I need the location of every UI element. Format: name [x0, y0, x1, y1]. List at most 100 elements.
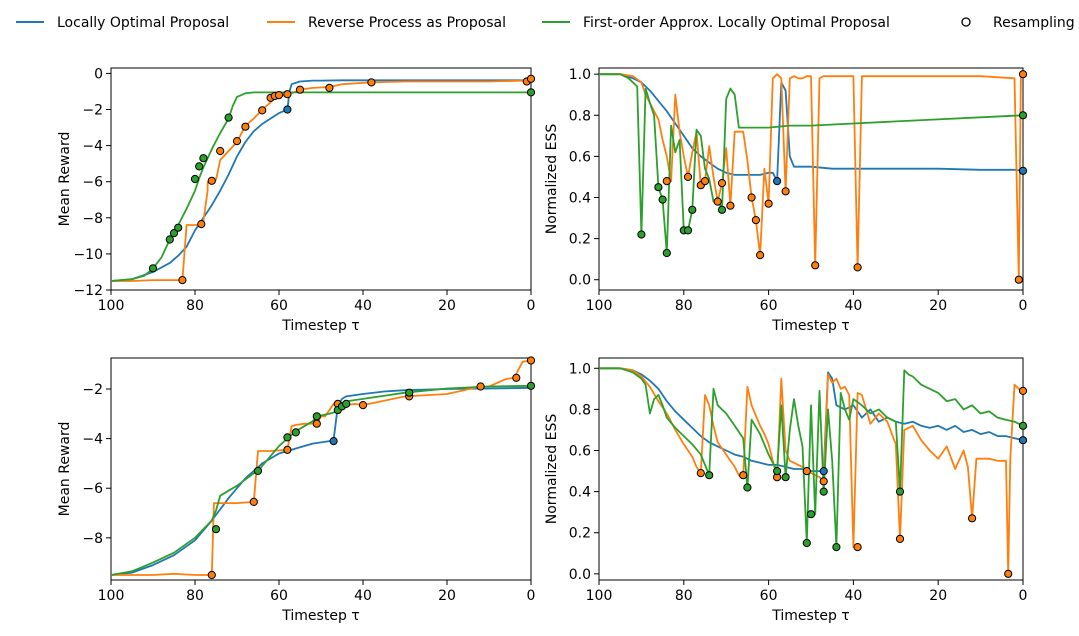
x-tick-label: 60	[760, 588, 778, 604]
resampling-point-reverse-process-as-proposal	[178, 276, 187, 285]
resampling-point-first-order-approx-locally-optimal-proposal	[1018, 421, 1028, 430]
y-tick-label: −12	[73, 283, 103, 299]
y-axis-label: Normalized ESS	[544, 414, 560, 525]
plot-frame	[110, 357, 532, 581]
series-line-locally-optimal-proposal	[599, 73, 1023, 183]
series-lines	[599, 367, 1023, 575]
x-tick-label: 80	[186, 298, 204, 314]
resampling-point-first-order-approx-locally-optimal-proposal	[832, 543, 841, 552]
resampling-markers	[696, 386, 1028, 578]
legend-item-reverse-process: Reverse Process as Proposal	[267, 15, 506, 31]
y-tick-label: 0.4	[569, 191, 591, 207]
resampling-point-first-order-approx-locally-optimal-proposal	[773, 467, 782, 476]
resampling-point-reverse-process-as-proposal	[853, 543, 862, 552]
y-tick-label: 0.2	[569, 232, 591, 248]
resampling-point-reverse-process-as-proposal	[781, 187, 790, 196]
x-tick-label: 100	[98, 588, 125, 604]
y-tick-label: −4	[82, 432, 103, 448]
x-tick-label: 0	[527, 588, 536, 604]
resampling-point-reverse-process-as-proposal	[207, 176, 216, 185]
resampling-point-reverse-process-as-proposal	[512, 373, 521, 382]
resampling-point-first-order-approx-locally-optimal-proposal	[342, 399, 351, 408]
resampling-point-first-order-approx-locally-optimal-proposal	[1018, 111, 1028, 120]
x-tick-label: 60	[270, 298, 288, 314]
y-tick-label: 0.8	[569, 402, 591, 418]
series-line-locally-optimal-proposal	[111, 386, 531, 576]
resampling-point-reverse-process-as-proposal	[739, 471, 748, 480]
y-tick-label: 0	[94, 66, 103, 82]
y-tick-label: −2	[82, 103, 103, 119]
y-axis-label: Mean Reward	[57, 132, 73, 227]
x-tick-label: 100	[586, 588, 613, 604]
panel-2: 100 80 60 40 20 0 0.0 0.2 0.4 0.6 0.8 1.0 Timestep τ…	[544, 67, 1027, 334]
resampling-point-reverse-process-as-proposal	[1004, 569, 1013, 578]
resampling-point-first-order-approx-locally-optimal-proposal	[291, 428, 300, 437]
x-tick-label: 80	[675, 588, 693, 604]
resampling-point-reverse-process-as-proposal	[662, 177, 671, 186]
resampling-point-first-order-approx-locally-optimal-proposal	[148, 264, 158, 273]
resampling-point-first-order-approx-locally-optimal-proposal	[405, 388, 414, 397]
x-tick-label: 0	[1019, 298, 1028, 314]
x-axis-label: Timestep τ	[771, 608, 849, 624]
y-tick-label: −6	[82, 481, 103, 497]
resampling-point-reverse-process-as-proposal	[819, 477, 828, 486]
plot-frame	[110, 67, 532, 291]
resampling-point-first-order-approx-locally-optimal-proposal	[253, 466, 263, 475]
resampling-point-reverse-process-as-proposal	[764, 199, 773, 208]
resampling-point-reverse-process-as-proposal	[216, 146, 225, 156]
series-lines	[111, 359, 531, 576]
resampling-point-first-order-approx-locally-optimal-proposal	[658, 195, 667, 204]
resampling-point-first-order-approx-locally-optimal-proposal	[526, 381, 536, 390]
y-tick-label: 0.6	[569, 444, 591, 460]
resampling-point-reverse-process-as-proposal	[197, 220, 206, 229]
resampling-point-first-order-approx-locally-optimal-proposal	[662, 248, 671, 258]
resampling-point-reverse-process-as-proposal	[747, 193, 756, 202]
legend-label-locally-optimal: Locally Optimal Proposal	[57, 15, 229, 31]
x-tick-label: 20	[929, 298, 947, 314]
resampling-markers	[207, 356, 536, 580]
resampling-point-reverse-process-as-proposal	[700, 177, 710, 186]
resampling-point-reverse-process-as-proposal	[526, 74, 536, 83]
resampling-point-first-order-approx-locally-optimal-proposal	[819, 487, 828, 496]
x-axis-label: Timestep τ	[281, 608, 359, 624]
resampling-point-first-order-approx-locally-optimal-proposal	[717, 205, 727, 214]
resampling-point-first-order-approx-locally-optimal-proposal	[743, 483, 752, 492]
resampling-point-first-order-approx-locally-optimal-proposal	[526, 88, 536, 97]
resampling-point-reverse-process-as-proposal	[717, 179, 727, 188]
resampling-point-reverse-process-as-proposal	[241, 122, 250, 131]
resampling-point-reverse-process-as-proposal	[232, 137, 242, 146]
resampling-point-reverse-process-as-proposal	[207, 570, 216, 580]
resampling-point-reverse-process-as-proposal	[274, 91, 284, 100]
x-tick-label: 40	[844, 298, 862, 314]
y-tick-label: −4	[82, 139, 103, 155]
resampling-point-locally-optimal-proposal	[1018, 436, 1028, 445]
resampling-point-reverse-process-as-proposal	[1014, 275, 1023, 284]
plot-frame	[598, 357, 1024, 581]
y-tick-label: 0.8	[569, 108, 591, 124]
x-tick-label: 0	[527, 298, 536, 314]
resampling-point-first-order-approx-locally-optimal-proposal	[169, 229, 179, 238]
y-axis-label: Mean Reward	[57, 422, 73, 517]
resampling-point-first-order-approx-locally-optimal-proposal	[654, 183, 663, 192]
resampling-point-reverse-process-as-proposal	[726, 201, 735, 210]
resampling-point-reverse-process-as-proposal	[258, 106, 267, 115]
resampling-point-reverse-process-as-proposal	[249, 497, 258, 506]
resampling-point-reverse-process-as-proposal	[756, 251, 765, 260]
x-tick-label: 40	[354, 298, 372, 314]
resampling-point-locally-optimal-proposal	[773, 177, 782, 186]
resampling-point-locally-optimal-proposal	[283, 105, 292, 114]
resampling-point-first-order-approx-locally-optimal-proposal	[802, 538, 811, 548]
resampling-point-reverse-process-as-proposal	[283, 445, 292, 454]
x-tick-label: 20	[438, 588, 456, 604]
resampling-point-first-order-approx-locally-optimal-proposal	[174, 223, 183, 232]
legend-label-reverse-process: Reverse Process as Proposal	[308, 15, 506, 31]
x-tick-label: 0	[1019, 588, 1028, 604]
series-lines	[599, 73, 1023, 281]
resampling-point-reverse-process-as-proposal	[696, 469, 705, 478]
resampling-point-locally-optimal-proposal	[1018, 166, 1028, 175]
x-tick-label: 80	[186, 588, 204, 604]
series-line-first-order-approx-locally-optimal-proposal	[111, 384, 531, 576]
x-tick-label: 60	[760, 298, 778, 314]
resampling-point-reverse-process-as-proposal	[811, 261, 820, 270]
panel-1: 100 80 60 40 20 0 −12 −10 −8 −6 −4 −2 0 Timestep τ Mea…	[57, 66, 535, 334]
